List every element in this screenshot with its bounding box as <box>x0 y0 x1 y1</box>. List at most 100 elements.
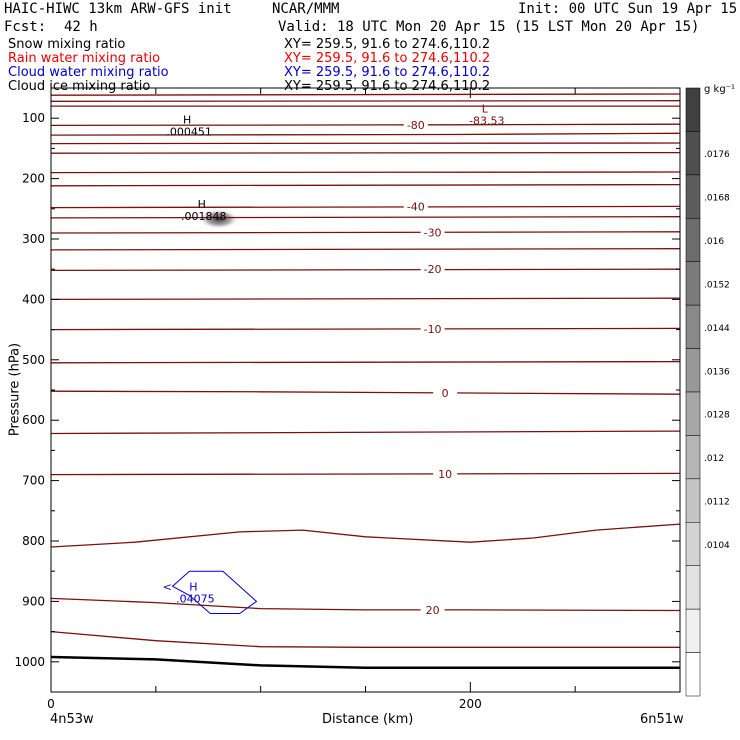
y-tick-label: 800 <box>22 534 45 548</box>
colorbar-segment <box>685 652 701 697</box>
colorbar-label: .0176 <box>704 150 730 160</box>
colorbar-segment <box>685 348 701 393</box>
colorbar-label: .016 <box>704 237 724 247</box>
colorbar-label: .0136 <box>704 367 730 377</box>
x-axis-label: Distance (km) <box>322 712 414 727</box>
colorbar-segment <box>685 608 701 653</box>
contour-label: -40 <box>407 200 425 213</box>
extremum-value: .000451 <box>166 125 212 138</box>
y-tick-label: 900 <box>22 594 45 608</box>
colorbar-segment <box>685 478 701 523</box>
temperature-contour <box>50 132 681 136</box>
colorbar-segment <box>685 87 701 132</box>
cloud-water-contour <box>171 570 258 614</box>
colorbar-label: .0104 <box>704 541 730 551</box>
contour-label: -10 <box>424 323 442 336</box>
colorbar-segment <box>685 435 701 480</box>
x-left-endpoint: 4n53w <box>50 712 94 727</box>
temperature-contour <box>50 205 681 209</box>
colorbar-label: .0144 <box>704 324 730 334</box>
colorbar-label: .012 <box>704 454 724 464</box>
terrain-line <box>50 655 680 670</box>
temperature-contour <box>50 268 681 272</box>
contour-label: -20 <box>424 263 442 276</box>
temperature-contour <box>50 100 681 102</box>
temperature-contour <box>50 430 681 435</box>
extremum-value: .001848 <box>181 210 227 223</box>
temperature-contour <box>50 630 680 648</box>
contour-label: -30 <box>424 226 442 239</box>
temperature-contour <box>50 248 681 251</box>
field-xy: XY= 259.5, 91.6 to 274.6,110.2 <box>284 65 491 80</box>
y-tick-label: 200 <box>22 172 45 186</box>
colorbar-label: .0112 <box>704 498 730 508</box>
contour-label-bg <box>420 263 445 276</box>
temperature-contour <box>50 93 681 96</box>
colorbar-segment <box>685 522 701 566</box>
colorbar-segment <box>685 218 701 262</box>
y-tick-label: 600 <box>22 413 45 427</box>
y-tick-label: 700 <box>22 474 45 488</box>
y-tick-label: 1000 <box>14 655 45 669</box>
colorbar-segment <box>685 174 701 219</box>
contour-label-bg <box>420 226 445 239</box>
extremum-value: -83.53 <box>469 115 504 128</box>
contour-label: 0 <box>442 387 449 400</box>
temperature-contour <box>50 597 681 612</box>
contour-label-bg <box>433 467 458 480</box>
field-xy: XY= 259.5, 91.6 to 274.6,110.2 <box>284 37 491 52</box>
temperature-contour <box>50 171 681 174</box>
x-right-endpoint: 6n51w <box>640 712 684 727</box>
colorbar-unit: g kg⁻¹ <box>704 84 735 95</box>
contour-label: 20 <box>426 604 440 617</box>
forecast-label: Fcst: <box>4 19 47 35</box>
temperature-contour <box>50 390 681 395</box>
extremum-type: H <box>183 113 191 126</box>
contour-label: 10 <box>438 468 452 481</box>
temperature-contour <box>50 216 681 219</box>
extremum-type: H <box>189 580 197 593</box>
x-tick-label: 200 <box>459 697 482 711</box>
contour-label: -80 <box>407 119 425 132</box>
colorbar-segment <box>685 565 701 610</box>
init-time: Init: 00 UTC Sun 19 Apr 15 <box>518 1 738 17</box>
temperature-contour <box>50 183 681 187</box>
cloud-water-marker: < <box>163 580 172 593</box>
contour-label-bg <box>403 118 428 131</box>
temperature-contour <box>50 523 681 548</box>
temperature-contour <box>50 142 681 145</box>
y-tick-label: 500 <box>22 353 45 367</box>
org-label: NCAR/MMM <box>272 1 340 17</box>
colorbar-label: .0152 <box>704 280 730 290</box>
y-tick-label: 100 <box>22 111 45 125</box>
temperature-contour <box>50 123 681 127</box>
model-title: HAIC-HIWC 13km ARW-GFS init <box>4 1 232 17</box>
extremum-type: H <box>198 198 206 211</box>
temperature-contour <box>50 327 681 331</box>
contour-label-bg <box>433 387 458 400</box>
extremum-value: .04075 <box>176 592 215 605</box>
x-tick-label: 0 <box>47 697 55 711</box>
y-tick-label: 300 <box>22 232 45 246</box>
valid-time: Valid: 18 UTC Mon 20 Apr 15 (15 LST Mon … <box>278 19 700 35</box>
colorbar-segment <box>685 261 701 306</box>
colorbar-label: .0168 <box>704 194 730 204</box>
colorbar-segment <box>685 391 701 436</box>
field-name: Rain water mixing ratio <box>8 51 161 66</box>
contour-label-bg <box>403 200 428 213</box>
plot-frame <box>50 87 681 693</box>
colorbar-segment <box>685 131 701 176</box>
temperature-contour <box>50 472 681 476</box>
snow-shading <box>198 209 239 230</box>
temperature-contour <box>50 297 681 301</box>
colorbar-segment <box>685 304 701 349</box>
contour-label-bg <box>420 322 445 335</box>
temperature-contour <box>50 231 681 234</box>
field-name: Snow mixing ratio <box>8 37 126 52</box>
y-tick-label: 400 <box>22 292 45 306</box>
forecast-hours: 42 h <box>64 19 98 35</box>
temperature-contour <box>50 151 681 154</box>
field-xy: XY= 259.5, 91.6 to 274.6,110.2 <box>284 51 491 66</box>
